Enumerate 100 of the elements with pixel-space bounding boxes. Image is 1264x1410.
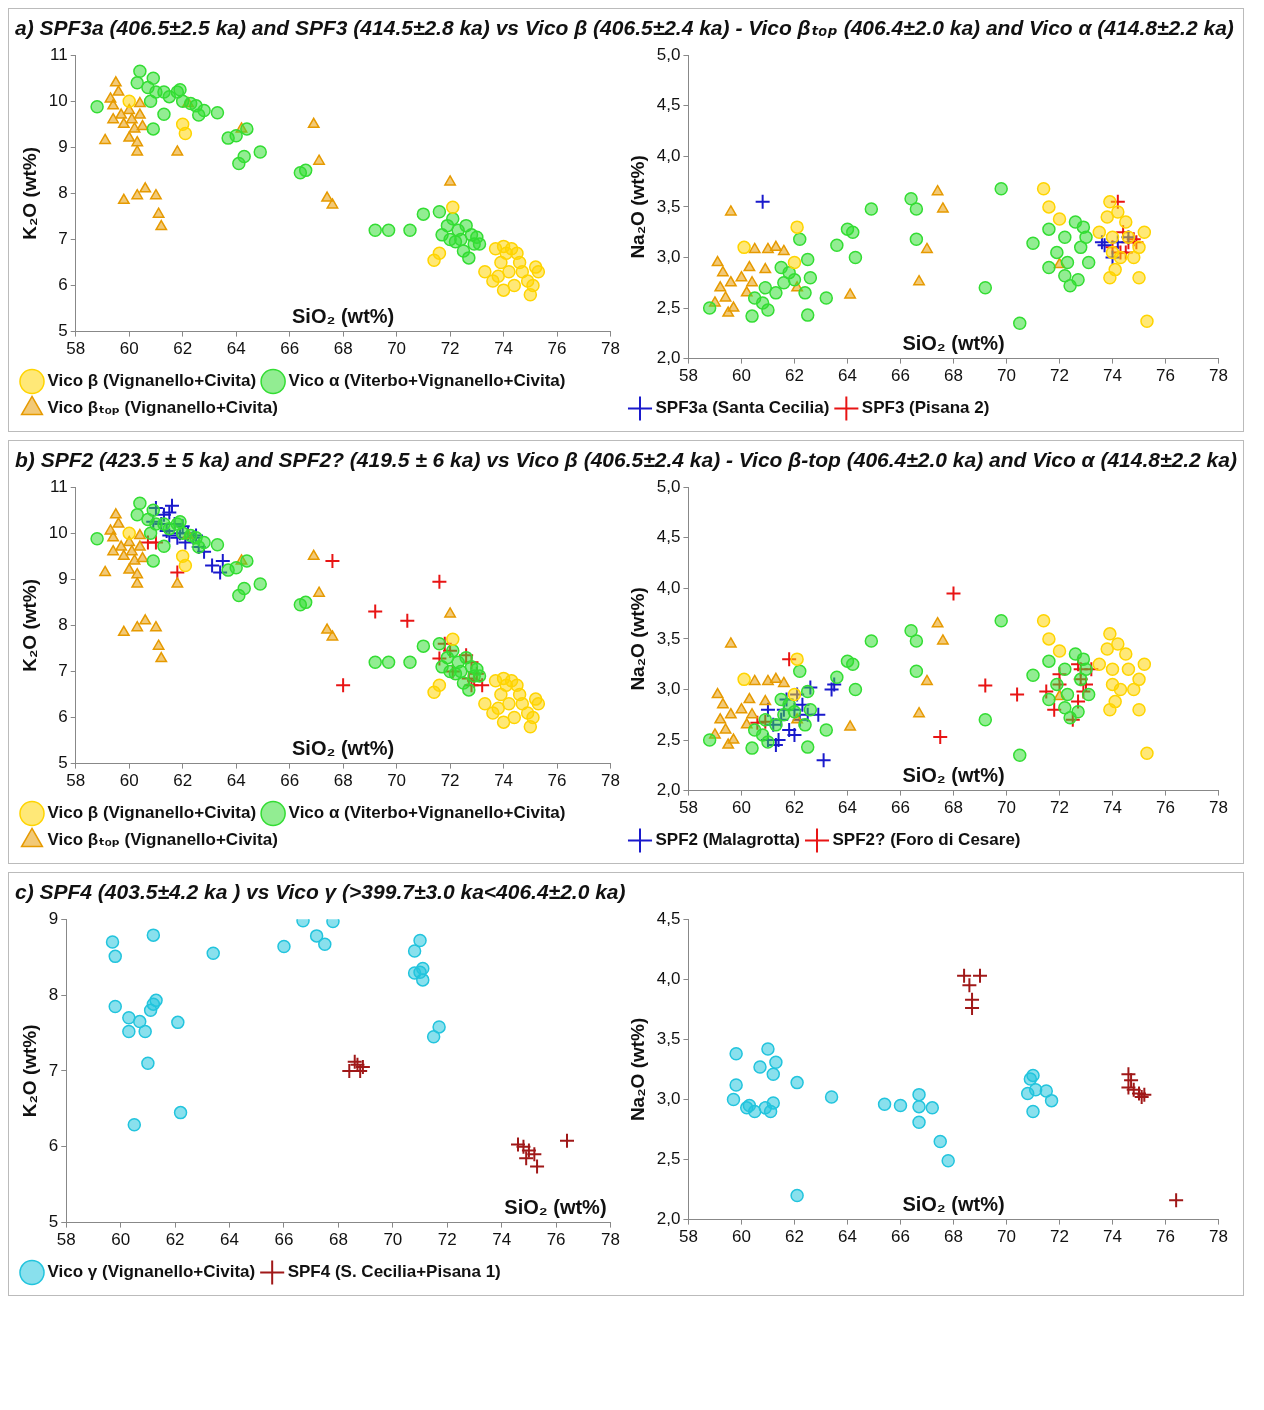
y-tick-label: 2,0 <box>656 1209 681 1229</box>
x-axis-title: SiO₂ (wt%) <box>504 1196 607 1219</box>
y-tick-label: 11 <box>50 44 68 64</box>
y-tick-label: 7 <box>58 661 68 681</box>
y-tick-label: 6 <box>48 1136 59 1156</box>
y-axis-title: K₂O (wt%) <box>18 578 40 672</box>
y-axis-title: Na₂O (wt%) <box>626 587 648 691</box>
x-axis-title: SiO₂ (wt%) <box>902 332 1005 355</box>
y-tick-label: 2,0 <box>656 348 681 368</box>
x-tick-label: 78 <box>1209 366 1229 386</box>
y-tick-label: 3,0 <box>656 247 681 267</box>
y-tick-label: 5 <box>48 1212 59 1232</box>
x-tick-label: 58 <box>66 771 86 791</box>
x-tick-label: 74 <box>492 1230 512 1250</box>
y-tick-label: 4,0 <box>656 968 681 988</box>
x-tick-label: 72 <box>1050 366 1069 386</box>
chart-title: a) SPF3a (406.5±2.5 ka) and SPF3 (414.5±2.8 ka) vs Vico β (406.5±2.4 ka) - Vico βₜₒₚ (406.4±2.0 ka) and Vico α (414.8±2.2 ka) <box>15 15 1235 41</box>
x-tick-label: 76 <box>1156 366 1175 386</box>
y-tick-label: 4,5 <box>656 908 681 928</box>
x-tick-label: 74 <box>1103 1227 1122 1247</box>
y-tick-label: 8 <box>58 615 68 635</box>
x-tick-label: 74 <box>1103 366 1122 386</box>
y-tick-label: 3,0 <box>656 679 681 699</box>
x-tick-label: 72 <box>440 771 460 791</box>
x-tick-label: 62 <box>784 1227 804 1247</box>
x-tick-label: 68 <box>944 798 963 818</box>
y-tick-label: 10 <box>48 522 68 542</box>
x-tick-label: 64 <box>226 771 246 791</box>
y-axis-title: Na₂O (wt%) <box>626 1017 648 1122</box>
x-tick-label: 58 <box>66 339 86 359</box>
y-tick-label: 2,0 <box>656 780 681 800</box>
x-tick-label: 62 <box>173 339 193 359</box>
y-tick-label: 9 <box>58 569 68 589</box>
y-tick-label: 6 <box>58 707 68 727</box>
x-axis-title: SiO₂ (wt%) <box>292 737 395 760</box>
x-tick-label: 64 <box>220 1230 239 1250</box>
legend-label: SPF2? (Foro di Cesare) <box>832 830 1021 850</box>
x-tick-label: 76 <box>547 771 567 791</box>
chart-title: b) SPF2 (423.5 ± 5 ka) and SPF2? (419.5 ± 6 ka) vs Vico β (406.5±2.4 ka) - Vico β-top (406.4±2.0 ka) and Vico α (414.8±2.2 ka) <box>15 447 1237 473</box>
x-tick-label: 76 <box>547 339 567 359</box>
legend-label: SPF3 (Pisana 2) <box>861 398 990 418</box>
x-tick-label: 72 <box>437 1230 457 1250</box>
x-tick-label: 70 <box>383 1230 403 1250</box>
x-tick-label: 70 <box>997 366 1016 386</box>
x-tick-label: 70 <box>387 339 407 359</box>
x-tick-label: 60 <box>119 771 139 791</box>
x-tick-label: 78 <box>601 771 621 791</box>
y-tick-label: 9 <box>48 908 59 928</box>
y-tick-label: 2,5 <box>656 729 681 749</box>
x-tick-label: 68 <box>944 1227 963 1247</box>
y-tick-label: 8 <box>48 984 59 1004</box>
legend-label: SPF4 (S. Cecilia+Pisana 1) <box>287 1262 501 1282</box>
legend-label: Vico α (Viterbo+Vignanello+Civita) <box>288 371 566 391</box>
x-tick-label: 78 <box>1209 798 1229 818</box>
x-tick-label: 62 <box>165 1230 185 1250</box>
x-tick-label: 64 <box>838 1227 857 1247</box>
y-tick-label: 10 <box>48 90 68 110</box>
legend-label: Vico β (Vignanello+Civita) <box>47 371 257 391</box>
x-tick-label: 68 <box>333 339 353 359</box>
x-axis-title: SiO₂ (wt%) <box>902 1193 1005 1216</box>
x-tick-label: 58 <box>678 1227 698 1247</box>
x-tick-label: 58 <box>678 798 698 818</box>
x-tick-label: 58 <box>678 366 698 386</box>
y-tick-label: 4,5 <box>656 527 681 547</box>
x-tick-label: 68 <box>333 771 353 791</box>
y-tick-label: 5 <box>58 321 68 341</box>
x-tick-label: 68 <box>328 1230 348 1250</box>
y-tick-label: 2,5 <box>656 297 681 317</box>
y-axis-title: Na₂O (wt%) <box>626 155 648 259</box>
y-tick-label: 5,0 <box>656 476 681 496</box>
x-tick-label: 66 <box>891 366 910 386</box>
y-tick-label: 9 <box>58 137 68 157</box>
x-tick-label: 68 <box>944 366 963 386</box>
y-tick-label: 8 <box>58 183 68 203</box>
x-tick-label: 64 <box>838 798 857 818</box>
y-tick-label: 7 <box>48 1060 59 1080</box>
x-tick-label: 74 <box>494 771 514 791</box>
y-tick-label: 3,0 <box>656 1089 681 1109</box>
x-axis-title: SiO₂ (wt%) <box>902 764 1005 787</box>
y-tick-label: 5,0 <box>656 44 681 64</box>
x-tick-label: 66 <box>891 798 910 818</box>
x-axis-title: SiO₂ (wt%) <box>292 305 395 328</box>
chart-title: c) SPF4 (403.5±4.2 ka ) vs Vico γ (>399.7±3.0 ka<406.4±2.0 ka) <box>15 879 627 905</box>
legend-label: Vico γ (Vignanello+Civita) <box>47 1262 256 1282</box>
y-tick-label: 3,5 <box>656 628 681 648</box>
x-tick-label: 64 <box>838 366 857 386</box>
x-tick-label: 76 <box>546 1230 566 1250</box>
x-tick-label: 60 <box>731 798 751 818</box>
y-tick-label: 3,5 <box>656 196 681 216</box>
y-tick-label: 4,5 <box>656 95 681 115</box>
y-tick-label: 7 <box>58 229 68 249</box>
x-tick-label: 60 <box>731 1227 751 1247</box>
x-tick-label: 60 <box>119 339 139 359</box>
x-tick-label: 78 <box>601 339 621 359</box>
legend-label: Vico βₜₒₚ (Vignanello+Civita) <box>47 398 278 418</box>
legend-label: Vico α (Viterbo+Vignanello+Civita) <box>288 803 566 823</box>
x-tick-label: 62 <box>784 366 804 386</box>
x-tick-label: 58 <box>56 1230 76 1250</box>
x-tick-label: 66 <box>280 771 300 791</box>
x-tick-label: 66 <box>280 339 300 359</box>
